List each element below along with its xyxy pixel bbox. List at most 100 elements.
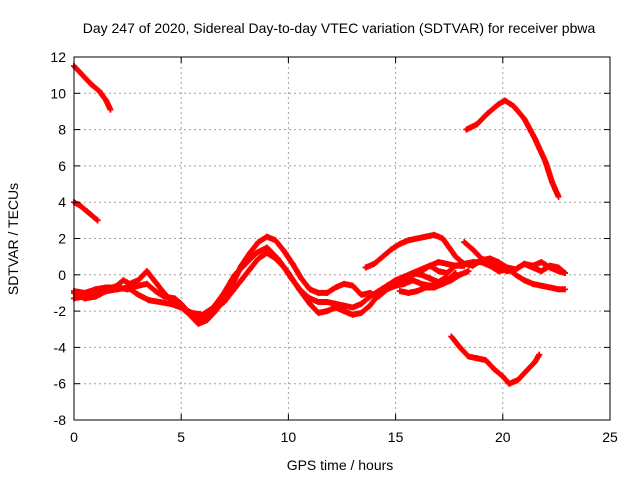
data-point [358,309,365,316]
series-markers [461,239,568,276]
data-point [422,233,429,240]
data-point [341,302,348,309]
data-point [426,262,433,269]
data-point [465,353,472,360]
data-point [538,282,545,289]
data-point [375,291,382,298]
data-point [146,297,153,304]
x-tick-label: 15 [388,429,404,445]
data-point [439,235,446,242]
data-point [143,268,150,275]
x-tick-label: 25 [602,429,618,445]
series-markers [463,97,562,200]
x-tick-label: 5 [177,429,185,445]
y-tick-label: -2 [54,303,67,319]
data-point [135,277,142,284]
x-tick-label: 10 [281,429,297,445]
x-axis-label: GPS time / hours [287,457,394,473]
data-point [358,300,365,307]
data-point [452,262,459,269]
data-point [255,255,262,262]
data-point [203,317,210,324]
data-point [315,309,322,316]
x-tick-label: 0 [70,429,78,445]
data-point [81,295,88,302]
data-point [431,231,438,238]
data-point [448,277,455,284]
chart-title: Day 247 of 2020, Sidereal Day-to-day VTE… [83,20,596,36]
data-point [274,255,281,262]
data-point [255,239,262,246]
data-point [392,279,399,286]
data-point [90,213,97,220]
data-point [435,259,442,266]
data-point [396,240,403,247]
data-point [332,284,339,291]
data-point [306,300,313,307]
data-point [143,280,150,287]
data-point [461,262,468,269]
data-point [94,217,101,224]
series-arc-3 [463,97,562,200]
data-point [546,264,553,271]
data-point [401,280,408,287]
data-point [281,248,288,255]
data-point [96,88,103,95]
data-point [289,260,296,267]
data-point [126,280,133,287]
data-point [396,288,403,295]
data-point [510,103,517,110]
data-point [263,233,270,240]
data-point [452,253,459,260]
data-point [521,260,528,267]
data-point [113,286,120,293]
data-point [323,299,330,306]
data-point [486,259,493,266]
data-point [418,268,425,275]
data-point [418,280,425,287]
y-tick-label: -6 [54,376,67,392]
data-point [504,264,511,271]
data-point [77,202,84,209]
data-point [306,286,313,293]
series-arc-10 [495,260,568,293]
data-point [538,259,545,266]
data-point [341,308,348,315]
data-point [315,299,322,306]
data-point [135,282,142,289]
data-point [332,304,339,311]
data-point [561,286,568,293]
data-point [444,269,451,276]
data-point [478,255,485,262]
data-point [431,284,438,291]
data-point [285,269,292,276]
data-point [414,235,421,242]
data-point [469,262,476,269]
data-point [296,286,303,293]
data-point [156,299,163,306]
data-point [195,320,202,327]
y-tick-label: -8 [54,412,67,428]
data-point [409,277,416,284]
data-point [272,237,279,244]
data-point [491,366,498,373]
data-point [484,110,491,117]
data-point [358,291,365,298]
data-point [512,271,519,278]
data-point [167,300,174,307]
y-tick-label: 0 [58,267,66,283]
data-point [188,309,195,316]
data-point [555,268,562,275]
data-point [529,280,536,287]
data-point [448,333,455,340]
data-point [83,208,90,215]
y-tick-label: 10 [50,85,66,101]
data-point [161,289,168,296]
y-tick-label: 8 [58,122,66,138]
data-point [263,244,270,251]
data-point [323,289,330,296]
data-point [107,106,114,113]
data-point [79,72,86,79]
data-point [210,304,217,311]
data-point [501,97,508,104]
